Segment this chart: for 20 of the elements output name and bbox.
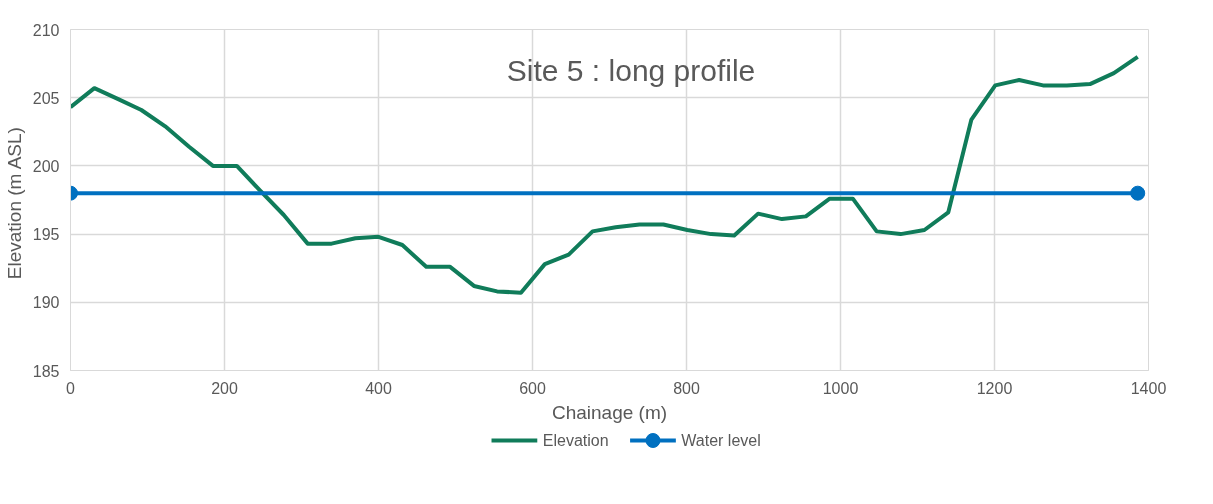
x-tick-label: 600 — [519, 379, 546, 397]
y-tick-label: 195 — [32, 226, 60, 244]
y-axis-title: Elevation (m ASL) — [3, 127, 25, 280]
text: Site 5 : long profile — [506, 53, 756, 87]
legend-label: Water level — [681, 432, 761, 449]
line-series — [70, 54, 1140, 295]
y-tick-label: 205 — [32, 89, 60, 107]
x-tick-label: 400 — [365, 379, 392, 397]
y-tick-label: 210 — [32, 21, 60, 39]
x-tick-label: 1400 — [1130, 379, 1167, 397]
x-tick-label: 200 — [211, 379, 238, 397]
y-tick-label: 190 — [32, 294, 60, 312]
legend-label: Elevation — [542, 432, 609, 449]
x-axis-title: Chainage (m) — [551, 401, 668, 423]
x-tick-label: 0 — [66, 379, 76, 397]
x-tick-label: 800 — [673, 379, 700, 397]
x-tick-label: 1200 — [976, 379, 1013, 397]
y-tick-label: 185 — [32, 362, 60, 380]
x-tick-label: 1000 — [822, 379, 859, 397]
y-tick-label: 200 — [32, 157, 60, 175]
